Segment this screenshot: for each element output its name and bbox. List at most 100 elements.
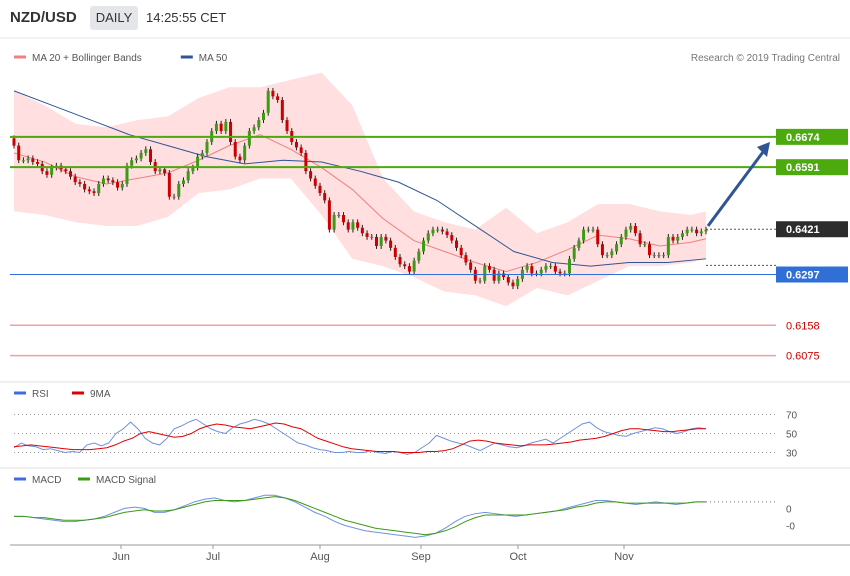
candle-body [539,269,543,274]
macd-series-0 [14,494,706,538]
candle-body [181,180,185,184]
candle-body [144,149,148,153]
candle-body [130,160,134,166]
candle-body [393,247,397,257]
macd-series-1 [14,496,706,536]
candle-body [294,141,298,148]
candle-body [440,229,444,232]
candle-body [431,229,435,234]
candle-body [50,167,54,175]
candle-body [407,266,411,272]
candle-body [582,229,586,241]
x-tick-label-0: Jun [112,551,130,563]
candle-body [219,123,223,132]
candle-body [149,149,153,163]
candle-body [549,266,553,268]
chart-header: NZD/USD DAILY 14:25:55 CET [0,0,850,38]
candle-body [422,240,426,252]
candle-body [605,255,609,257]
candle-body [276,96,280,100]
candle-body [690,229,694,231]
candle-body [196,156,200,168]
candle-body [163,169,167,174]
current-price-tag [776,221,848,238]
candle-body [671,236,675,241]
candle-body [309,171,313,179]
candle-body [31,158,35,163]
legend-label-0: MA 20 + Bollinger Bands [32,53,142,64]
candle-body [360,227,364,234]
candle-body [266,90,270,113]
candle-body [64,169,68,172]
candle-body [459,247,463,256]
candle-body [586,229,590,231]
candle-body [426,233,430,241]
candle-body [313,178,317,186]
timeframe-button[interactable]: DAILY [90,6,138,30]
candle-body [417,251,421,261]
candle-body [229,121,233,142]
candle-body [285,120,289,132]
candle-body [455,240,459,248]
resistance-value-0: 0.6674 [786,132,821,144]
candle-body [186,171,190,181]
candle-body [304,152,308,172]
candle-body [36,162,40,164]
candle-body [374,236,378,247]
candle-body [478,280,482,282]
candle-body [238,156,242,161]
candle-body [323,193,327,201]
candle-body [403,264,407,267]
candle-body [261,112,265,121]
candle-body [615,244,619,252]
candle-body [699,231,703,234]
candle-body [327,200,331,230]
x-tick-label-5: Nov [614,551,634,563]
support-value-0: 0.6158 [786,320,820,332]
candle-body [26,158,30,161]
forecast-arrow [706,147,768,227]
candle-body [492,269,496,281]
candle-body [436,229,440,231]
x-tick-label-3: Sep [411,551,431,563]
candle-body [116,182,120,188]
candle-body [12,138,16,146]
forecast-arrowhead [757,141,770,157]
candle-body [502,273,506,278]
candle-body [233,141,237,157]
rsi-tick-2: 30 [786,449,798,460]
resistance-tag-1 [776,159,848,176]
candle-body [280,99,284,121]
ma20-line [13,134,707,273]
candle-body [676,236,680,241]
candle-body [497,273,501,281]
candle-body [205,141,209,153]
candle-body [45,171,49,175]
candle-body [572,247,576,259]
candle-body [271,90,275,97]
candle-body [577,240,581,248]
candle-body [389,240,393,248]
rsi-series-0 [13,418,707,455]
rsi-tick-1: 50 [786,430,798,441]
rsi-series-1 [13,422,706,453]
candle-body [567,258,571,274]
candle-body [379,236,383,247]
clock-label: 14:25:55 CET [146,10,227,25]
symbol-label: NZD/USD [10,9,77,26]
candle-body [511,282,515,287]
candle-body [78,182,82,184]
pivot-value: 0.6297 [786,270,820,282]
candle-body [445,231,449,236]
macd-legend-label-0: MACD [32,475,61,486]
candle-body [200,152,204,157]
resistance-value-1: 0.6591 [786,162,820,174]
candle-body [648,244,652,256]
candle-body [356,222,360,228]
candle-body [101,178,105,184]
candle-body [398,256,402,265]
candle-body [553,266,557,272]
candle-body [214,123,218,132]
candle-body [337,215,341,216]
